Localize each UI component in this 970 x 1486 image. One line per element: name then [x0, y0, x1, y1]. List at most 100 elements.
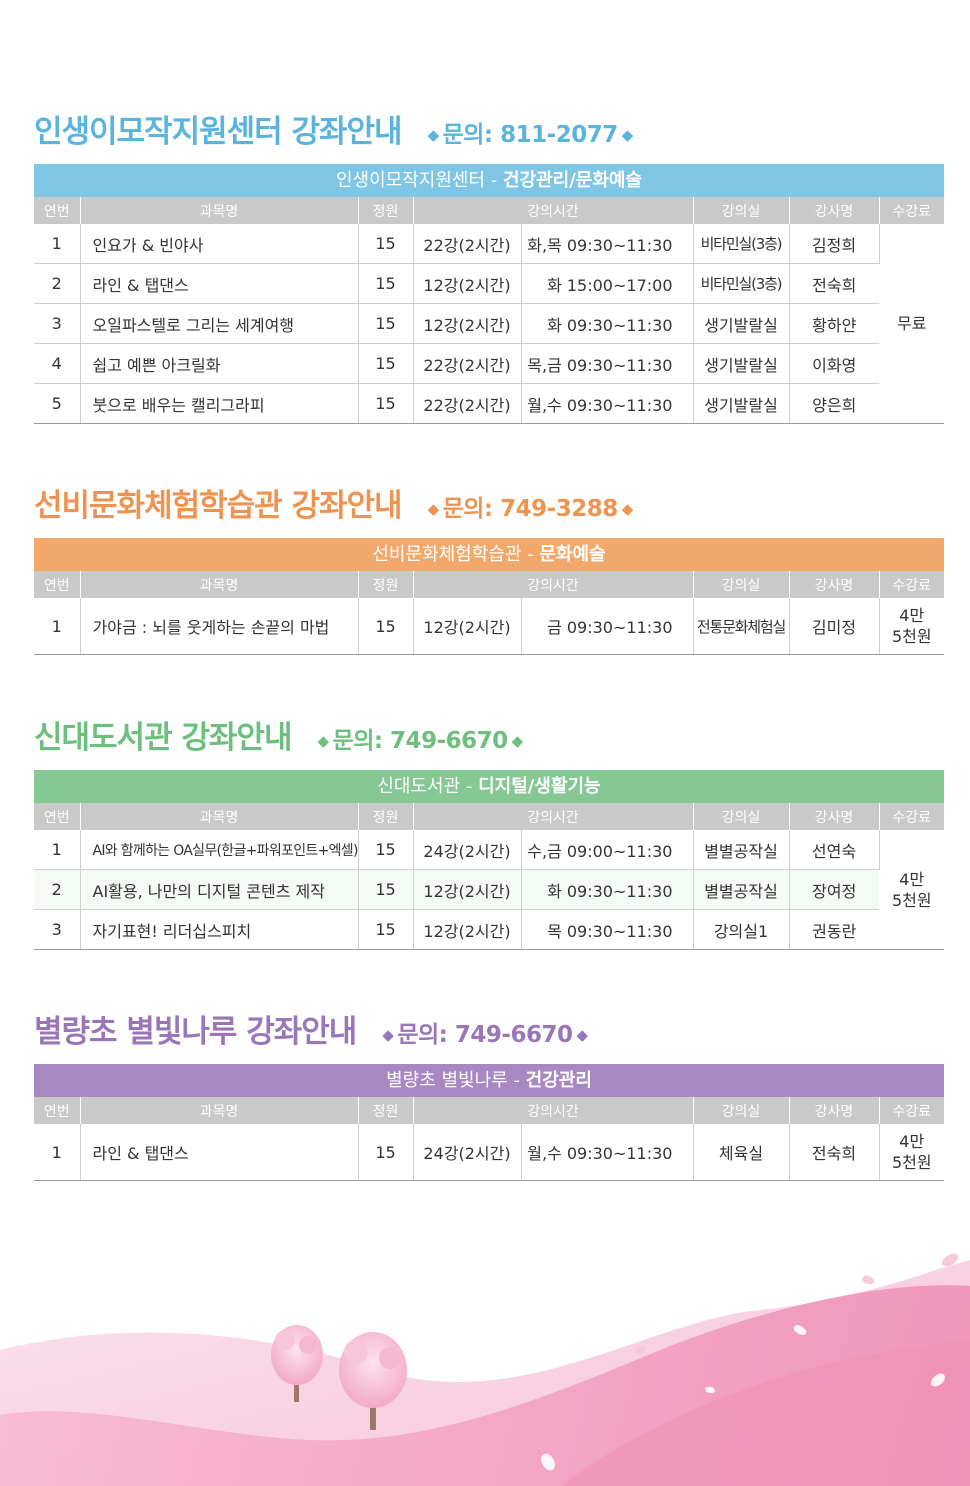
cell-time: 월,수 09:30~11:30 — [521, 1124, 694, 1181]
cell-no: 2 — [34, 869, 81, 910]
table-row: 2 AI활용, 나만의 디지털 콘텐츠 제작 15 12강(2시간) 화 09:… — [34, 869, 944, 910]
header-capacity: 정원 — [358, 1097, 414, 1124]
table-row: 3 오일파스텔로 그리는 세계여행 15 12강(2시간) 화 09:30~11… — [34, 303, 944, 344]
table-row: 1 인요가 & 빈야사 15 22강(2시간) 화,목 09:30~11:30 … — [34, 224, 944, 424]
cell-course: 인요가 & 빈야사 — [80, 224, 359, 264]
section-title: 별량초 별빛나루 강좌안내 — [34, 1014, 357, 1050]
cell-room: 생기발랄실 — [693, 383, 790, 424]
header-fee: 수강료 — [879, 803, 944, 830]
diamond-icon: ◆ — [621, 500, 634, 518]
cell-no: 1 — [34, 1124, 81, 1181]
cell-course: 자기표현! 리더십스피치 — [80, 909, 359, 950]
cell-time: 수,금 09:00~11:30 — [521, 830, 694, 870]
category-banner: 선비문화체험학습관 - 문화예술 — [34, 538, 944, 571]
contact-info: ◆ 문의: 749-6670 ◆ — [378, 1015, 591, 1049]
section-lifelong-center: 인생이모작지원센터 강좌안내 ◆ 문의: 811-2077 ◆ 인생이모작지원센터 … — [34, 106, 944, 424]
header-no: 연번 — [34, 197, 81, 224]
header-teacher: 강사명 — [789, 803, 880, 830]
cell-time: 화 15:00~17:00 — [521, 263, 694, 304]
section-title-row: 신대도서관 강좌안내 ◆ 문의: 749-6670 ◆ — [34, 712, 944, 762]
section-title: 신대도서관 강좌안내 — [34, 720, 292, 756]
header-capacity: 정원 — [358, 803, 414, 830]
header-fee: 수강료 — [879, 197, 944, 224]
header-no: 연번 — [34, 571, 81, 598]
banner-category: 문화예술 — [539, 544, 606, 565]
course-table: 연번 과목명 정원 강의시간 강의실 강사명 수강료 1 인요가 & 빈야사 1… — [34, 197, 944, 424]
fee-line1: 4만 — [899, 869, 925, 889]
cell-capacity: 15 — [358, 869, 414, 910]
section-title-row: 선비문화체험학습관 강좌안내 ◆ 문의: 749-3288 ◆ — [34, 480, 944, 530]
cell-fee: 4만 5천원 — [879, 830, 944, 950]
cell-no: 1 — [34, 598, 81, 655]
header-teacher: 강사명 — [789, 197, 880, 224]
cell-course: 붓으로 배우는 캘리그라피 — [80, 383, 359, 424]
header-course: 과목명 — [80, 571, 359, 598]
section-sindae-library: 신대도서관 강좌안내 ◆ 문의: 749-6670 ◆ 신대도서관 - 디지털/생활… — [34, 712, 944, 950]
cell-room: 체육실 — [693, 1124, 790, 1181]
cell-time: 화 09:30~11:30 — [521, 869, 694, 910]
cell-course: 라인 & 탭댄스 — [80, 263, 359, 304]
fee-line2: 5천원 — [891, 627, 932, 646]
table-row: 5 붓으로 배우는 캘리그라피 15 22강(2시간) 월,수 09:30~11… — [34, 383, 944, 424]
cell-room: 전통문화체험실 — [693, 598, 790, 655]
header-course: 과목명 — [80, 803, 359, 830]
table-row: 1 가야금 : 뇌를 웃게하는 손끝의 마법 15 12강(2시간) 금 09:… — [34, 598, 944, 655]
contact-phone: 문의: 749-3288 — [442, 496, 619, 522]
header-room: 강의실 — [693, 197, 790, 224]
contact-info: ◆ 문의: 811-2077 ◆ — [424, 115, 637, 149]
cell-teacher: 김정희 — [789, 224, 880, 264]
cell-course: 가야금 : 뇌를 웃게하는 손끝의 마법 — [80, 598, 359, 655]
header-time: 강의시간 — [413, 803, 694, 830]
fee-line2: 5천원 — [891, 1153, 932, 1172]
header-time: 강의시간 — [413, 1097, 694, 1124]
banner-prefix: 별량초 별빛나루 - — [386, 1070, 520, 1091]
cell-time: 목,금 09:30~11:30 — [521, 343, 694, 384]
section-byeolryang-school: 별량초 별빛나루 강좌안내 ◆ 문의: 749-6670 ◆ 별량초 별빛나루 - … — [34, 1006, 944, 1181]
banner-category: 디지털/생활기능 — [478, 776, 601, 797]
cell-room: 비타민실(3층) — [693, 224, 790, 264]
cell-capacity: 15 — [358, 598, 414, 655]
header-time: 강의시간 — [413, 571, 694, 598]
cell-teacher: 황하얀 — [789, 303, 879, 344]
section-title: 선비문화체험학습관 강좌안내 — [34, 488, 403, 524]
cell-capacity: 15 — [358, 303, 414, 344]
cell-capacity: 15 — [358, 830, 414, 870]
cell-fee: 무료 — [879, 224, 944, 424]
cell-course: 쉽고 예쁜 아크릴화 — [80, 343, 359, 384]
fee-line1: 4만 — [899, 1132, 925, 1151]
cell-no: 3 — [34, 303, 81, 344]
cell-capacity: 15 — [358, 224, 414, 264]
cell-capacity: 15 — [358, 1124, 414, 1181]
cell-room: 강의실1 — [693, 909, 790, 950]
cell-sessions: 22강(2시간) — [413, 343, 522, 384]
cell-sessions: 12강(2시간) — [413, 303, 522, 344]
fee-line1: 4만 — [899, 606, 925, 625]
cell-sessions: 12강(2시간) — [413, 869, 522, 910]
cherry-blossom-hills-illustration — [0, 1253, 970, 1486]
header-room: 강의실 — [693, 803, 790, 830]
table-row: 2 라인 & 탭댄스 15 12강(2시간) 화 15:00~17:00 비타민… — [34, 263, 944, 304]
contact-phone: 문의: 749-6670 — [332, 728, 509, 754]
banner-prefix: 인생이모작지원센터 - — [335, 170, 498, 191]
cell-capacity: 15 — [358, 909, 414, 950]
cell-sessions: 12강(2시간) — [413, 263, 522, 304]
cell-teacher: 전숙희 — [789, 1124, 880, 1181]
course-table: 연번 과목명 정원 강의시간 강의실 강사명 수강료 1 AI와 함께하는 OA… — [34, 803, 944, 950]
category-banner: 신대도서관 - 디지털/생활기능 — [34, 770, 944, 803]
table-header: 연번 과목명 정원 강의시간 강의실 강사명 수강료 — [34, 803, 944, 830]
cell-teacher: 전숙희 — [789, 263, 879, 304]
contact-info: ◆ 문의: 749-6670 ◆ — [313, 721, 526, 755]
cherry-tree-icon — [339, 1332, 407, 1430]
contact-phone: 문의: 811-2077 — [442, 122, 619, 148]
diamond-icon: ◆ — [511, 732, 524, 750]
cell-no: 4 — [34, 343, 81, 384]
petal-icon — [634, 1253, 959, 1355]
cell-course: 오일파스텔로 그리는 세계여행 — [80, 303, 359, 344]
banner-prefix: 선비문화체험학습관 - — [372, 544, 534, 565]
section-title-row: 별량초 별빛나루 강좌안내 ◆ 문의: 749-6670 ◆ — [34, 1006, 944, 1056]
cell-sessions: 24강(2시간) — [413, 830, 522, 870]
header-teacher: 강사명 — [789, 1097, 880, 1124]
cell-no: 1 — [34, 224, 81, 264]
cell-room: 생기발랄실 — [693, 303, 790, 344]
cell-no: 5 — [34, 383, 81, 424]
